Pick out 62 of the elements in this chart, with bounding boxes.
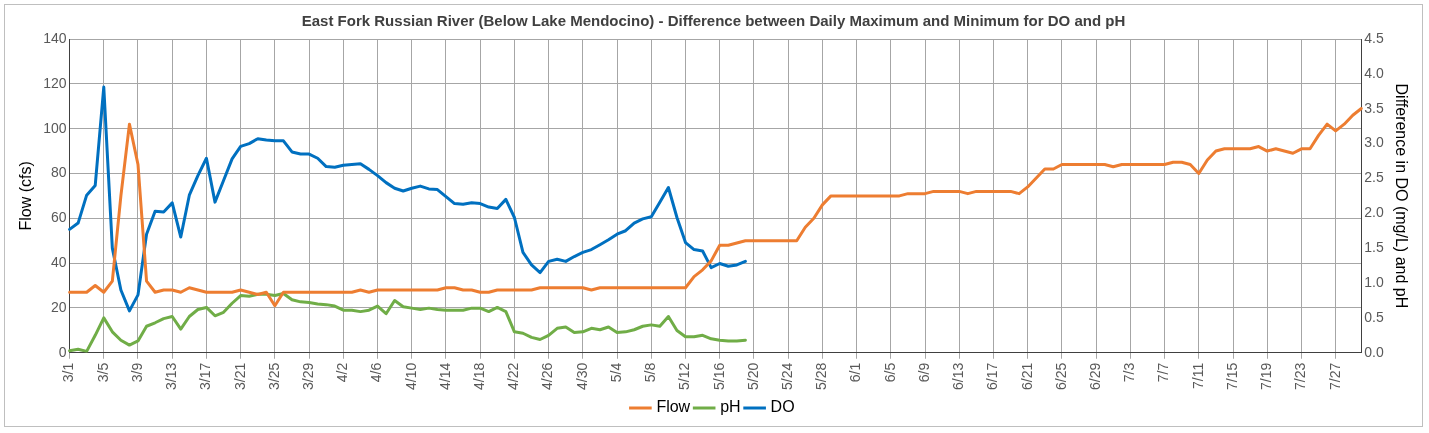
y2-tick-label: 1.0 xyxy=(1364,273,1385,290)
x-tick-label: 5/12 xyxy=(676,362,693,390)
x-tick-label: 7/11 xyxy=(1189,362,1206,389)
y2-tick-label: 2.0 xyxy=(1364,204,1385,221)
x-tick-label: 6/13 xyxy=(950,362,967,390)
y2-tick-label: 0.0 xyxy=(1364,343,1385,360)
x-tick-label: 4/6 xyxy=(368,362,385,383)
x-tick-label: 3/9 xyxy=(128,362,145,383)
y-tick-label: 100 xyxy=(43,119,67,136)
x-tick-label: 5/20 xyxy=(744,362,761,390)
x-tick-label: 7/7 xyxy=(1155,362,1172,383)
x-tick-label: 3/5 xyxy=(94,362,111,383)
x-tick-label: 6/1 xyxy=(847,362,864,383)
x-tick-label: 6/17 xyxy=(984,362,1001,390)
y-tick-label: 60 xyxy=(50,209,67,226)
y2-tick-label: 0.5 xyxy=(1364,308,1385,325)
x-tick-label: 3/17 xyxy=(197,362,214,390)
y-axis-title: Flow (cfs) xyxy=(17,161,35,231)
y2-tick-label: 1.5 xyxy=(1364,239,1385,256)
y2-tick-label: 2.5 xyxy=(1364,169,1385,186)
legend-label: Flow xyxy=(656,398,691,416)
x-tick-label: 5/16 xyxy=(710,362,727,390)
x-tick-label: 5/8 xyxy=(642,362,659,383)
y2-tick-label: 3.5 xyxy=(1364,99,1385,116)
x-tick-label: 4/10 xyxy=(402,362,419,390)
y-tick-label: 120 xyxy=(43,74,67,91)
x-tick-label: 7/27 xyxy=(1326,362,1343,390)
legend-label: DO xyxy=(770,398,795,416)
x-tick-label: 4/18 xyxy=(471,362,488,390)
x-tick-label: 5/28 xyxy=(813,362,830,390)
y2-tick-label: 3.0 xyxy=(1364,134,1385,151)
x-tick-label: 7/3 xyxy=(1121,362,1138,383)
x-tick-label: 3/1 xyxy=(60,362,77,383)
x-tick-label: 3/21 xyxy=(231,362,248,390)
x-tick-label: 3/13 xyxy=(163,362,180,390)
x-tick-label: 6/9 xyxy=(915,362,932,383)
y2-axis-title: Difference in DO (mg/L) and pH xyxy=(1392,83,1410,309)
y-tick-label: 20 xyxy=(50,298,67,315)
chart-title: East Fork Russian River (Below Lake Mendocino) - Difference between Daily Maximum and Minimum for DO and pH xyxy=(301,12,1126,30)
y2-tick-label: 4.0 xyxy=(1364,64,1385,81)
x-tick-label: 6/5 xyxy=(881,362,898,383)
y-tick-label: 40 xyxy=(50,253,67,270)
y2-tick-label: 4.5 xyxy=(1364,29,1385,46)
x-tick-label: 4/22 xyxy=(505,362,522,390)
x-tick-label: 6/29 xyxy=(1087,362,1103,390)
x-tick-label: 7/23 xyxy=(1292,362,1309,390)
x-tick-label: 5/24 xyxy=(779,362,796,390)
x-tick-label: 7/15 xyxy=(1223,362,1240,390)
x-tick-label: 7/19 xyxy=(1258,362,1275,390)
x-tick-label: 5/4 xyxy=(607,362,624,383)
legend-label: pH xyxy=(720,398,741,416)
x-tick-label: 4/2 xyxy=(334,362,351,383)
y-tick-label: 0 xyxy=(58,343,67,360)
x-tick-label: 4/14 xyxy=(436,362,453,390)
x-tick-label: 3/25 xyxy=(265,362,282,390)
x-tick-label: 3/29 xyxy=(299,362,316,390)
y-tick-label: 80 xyxy=(50,164,67,181)
x-tick-label: 6/25 xyxy=(1052,362,1069,390)
x-tick-label: 6/21 xyxy=(1018,362,1035,390)
x-tick-label: 4/26 xyxy=(539,362,556,390)
y-tick-label: 140 xyxy=(43,29,67,46)
x-tick-label: 4/30 xyxy=(573,362,590,390)
